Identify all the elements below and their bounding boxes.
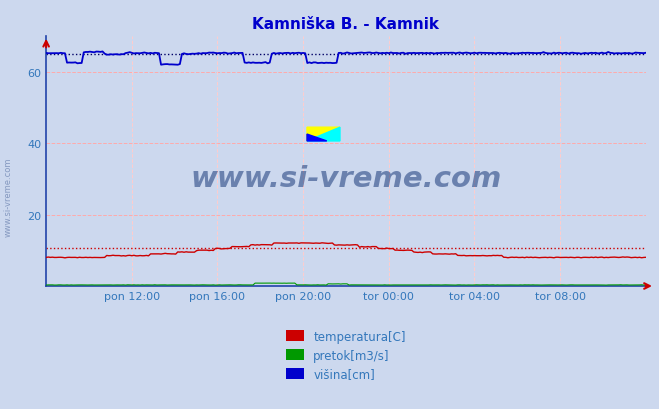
Polygon shape	[307, 128, 340, 142]
Text: www.si-vreme.com: www.si-vreme.com	[190, 165, 501, 193]
Polygon shape	[307, 135, 327, 142]
Legend: temperatura[C], pretok[m3/s], višina[cm]: temperatura[C], pretok[m3/s], višina[cm]	[281, 325, 411, 385]
Title: Kamniška B. - Kamnik: Kamniška B. - Kamnik	[252, 16, 440, 31]
Polygon shape	[307, 128, 340, 142]
Text: www.si-vreme.com: www.si-vreme.com	[3, 157, 13, 236]
